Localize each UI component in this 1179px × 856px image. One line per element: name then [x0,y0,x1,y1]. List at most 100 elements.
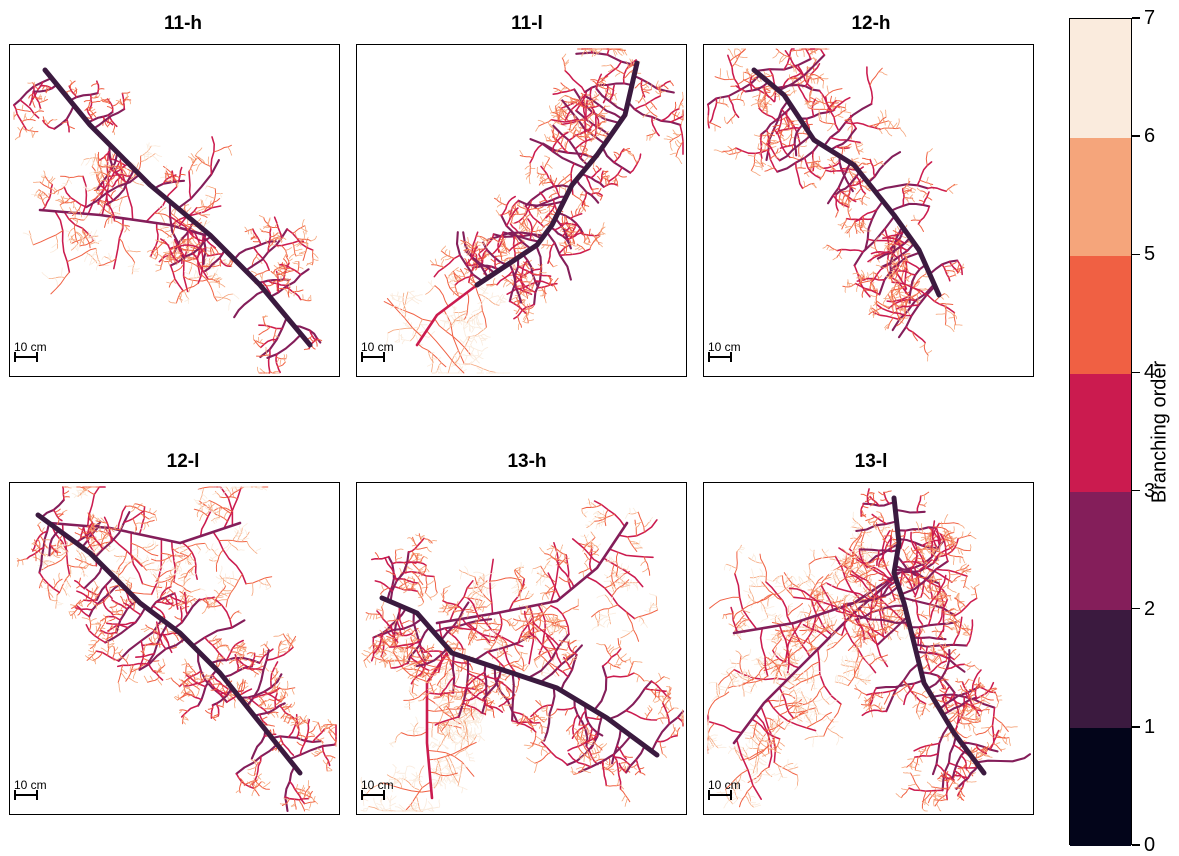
root-branch [641,622,644,625]
root-branch [248,773,255,776]
panel-13-h: 10 cm [356,482,687,815]
root-branch [540,217,542,222]
root-branch [409,578,415,580]
root-branch [419,566,426,570]
root-branch [220,566,222,575]
root-branch [479,249,480,254]
root-branch [315,753,319,754]
root-branch [428,363,433,366]
root-branch [177,553,180,556]
root-branch [387,796,391,803]
root-branch [427,646,428,651]
root-branch [545,156,550,158]
root-branch [482,347,488,351]
root-branch [260,369,266,373]
root-branch [16,109,30,112]
root-branch [813,79,815,83]
root-branch [257,355,271,356]
root-branch [43,540,51,541]
root-branch [468,753,472,755]
root-branch [530,168,535,169]
root-branch [137,545,138,557]
root-branch [15,137,19,140]
root-branch [137,557,141,560]
panel-title-13-h: 13-h [427,452,627,472]
root-branch [489,296,498,300]
root-branch [200,505,206,509]
root-branch [658,85,659,89]
root-branch [538,120,545,123]
root-branch [58,512,63,517]
root-branch [458,762,462,786]
root-branch [864,196,870,199]
root-branch [782,144,788,147]
root-branch [589,521,593,522]
root-branch [254,248,270,271]
root-branch [528,593,532,595]
root-branch [82,618,90,620]
root-branch [54,105,74,129]
root-branch [591,532,595,538]
root-branch [568,96,571,101]
root-branch [919,200,924,202]
root-branch [211,549,219,557]
root-branch [144,676,147,682]
root-branch [714,150,722,152]
root-branch [252,583,253,596]
root-branch [758,144,759,149]
root-branch [446,322,451,323]
root-branch [464,356,467,365]
root-branch [621,564,622,568]
root-branch [163,659,165,665]
root-branch [30,113,35,120]
root-branch [330,757,333,762]
root-branch [546,565,552,566]
root-branch [523,291,533,292]
root-branch [122,92,129,93]
root-branch [656,81,658,86]
root-branch [796,163,803,189]
root-branch [171,678,179,687]
root-branch [639,617,640,621]
root-branch [765,92,770,93]
root-branch [397,292,398,296]
root-branch [156,265,162,266]
root-branch [928,355,929,361]
root-branch [517,580,519,584]
root-architecture-12-h [704,45,1035,378]
root-branch [564,249,565,254]
root-branch [149,569,152,574]
root-branch [296,784,297,788]
root-branch [382,585,384,591]
root-branch [632,544,640,545]
root-branch [195,148,202,156]
root-branch [147,545,158,552]
root-branch [309,802,311,808]
root-branch [826,114,827,123]
root-branch [544,298,546,303]
root-branch [547,245,550,249]
root-branch [167,590,171,593]
root-branch [194,270,196,278]
root-branch [670,153,677,154]
root-branch [644,87,647,90]
root-branch [592,110,593,115]
root-branch [33,132,35,137]
root-branch [252,790,255,796]
root-branch [316,751,321,753]
root-branch [731,119,732,124]
root-branch [905,187,909,189]
root-branch [62,587,67,595]
root-branch [186,672,192,673]
root-axis [754,70,939,295]
root-branch [184,272,189,274]
root-branch [811,79,812,83]
root-branch [439,711,444,723]
root-branch [479,737,481,742]
root-branch [768,165,772,168]
root-branch [57,602,63,604]
root-branch [133,519,137,530]
root-branch [518,323,519,330]
root-branch [175,593,178,609]
root-branch [289,254,295,259]
